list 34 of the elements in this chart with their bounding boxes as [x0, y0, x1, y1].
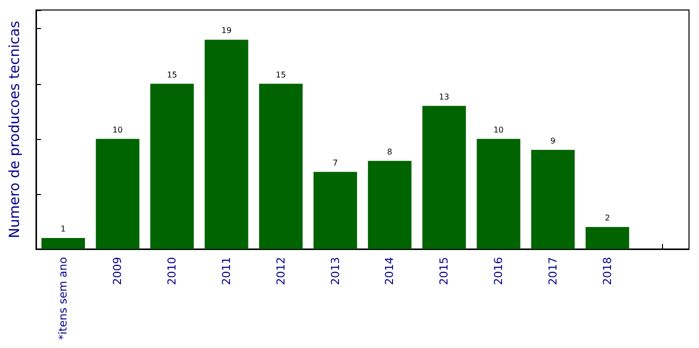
bar [314, 172, 358, 249]
x-tick-label: 2018 [600, 257, 614, 285]
data-label: 9 [550, 136, 556, 146]
data-label: 19 [221, 26, 232, 36]
bar [204, 40, 248, 249]
bar [96, 138, 140, 249]
data-label: 10 [112, 125, 123, 134]
data-label: 7 [332, 158, 338, 168]
bar [368, 160, 412, 249]
x-tick-label: 2013 [328, 257, 342, 285]
bar [422, 106, 466, 249]
data-label: 1 [60, 224, 66, 234]
x-tick-label: 2017 [546, 257, 560, 285]
x-tick-label: 2015 [438, 257, 451, 285]
data-label: 2 [604, 213, 610, 222]
bar [531, 150, 575, 249]
bar [41, 238, 85, 249]
data-label: 8 [387, 147, 392, 156]
data-label: 15 [276, 70, 286, 80]
x-tick-label: 2016 [492, 257, 506, 285]
x-tick-label: 2014 [383, 257, 396, 285]
bar [150, 84, 194, 249]
x-tick-label: 2012 [274, 257, 288, 285]
data-label: 10 [493, 125, 504, 134]
x-tick-label: *itens sem ano [56, 256, 70, 340]
data-label: 13 [439, 92, 450, 102]
data-label: 15 [166, 70, 178, 80]
x-tick-label: 2010 [166, 257, 179, 285]
bar [586, 226, 630, 249]
x-tick-label: 2009 [111, 257, 124, 285]
bar [476, 138, 520, 249]
bar [259, 84, 303, 249]
y-axis-title: Numero de producoes tecnicas [7, 20, 23, 238]
x-tick-label: 2011 [220, 257, 233, 285]
